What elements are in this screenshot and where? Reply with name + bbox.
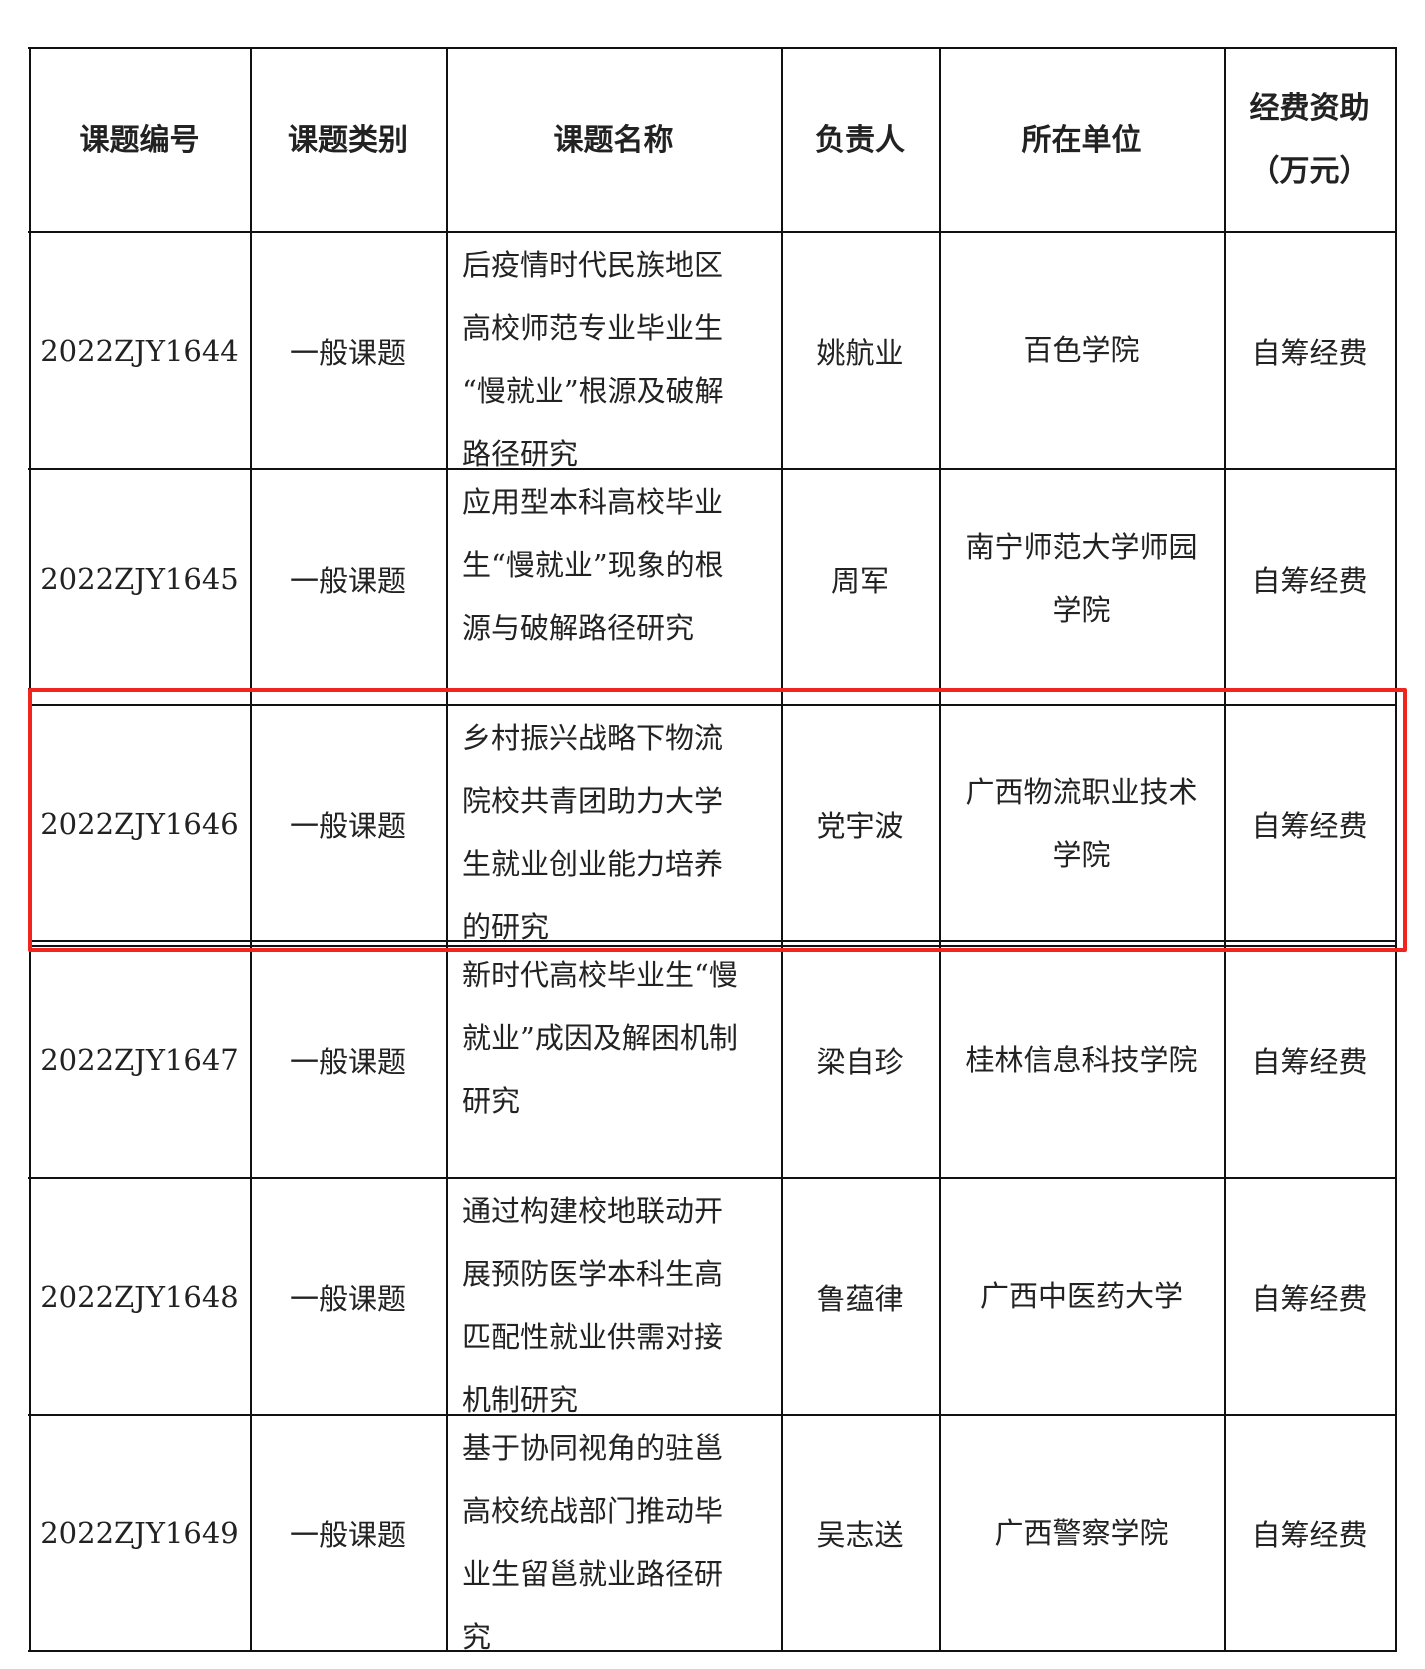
cell-category-text: 一般课题 [289,564,406,598]
cell-category-text: 一般课题 [289,335,406,370]
cell-funding: 自筹经费 [1224,232,1395,469]
row-divider [28,468,1396,470]
cell-project-id: 2022ZJY1645 [29,469,250,689]
cell-title: 新时代高校毕业生“慢 就业”成因及解困机制 研究 [462,958,738,1118]
cell-project-id-text: 2022ZJY1645 [40,562,239,596]
header-funding: 经费资助 （万元） [1224,48,1395,232]
cell-project-id-text: 2022ZJY1646 [40,806,239,841]
cell-unit-text: 广西警察学院 [994,1515,1169,1550]
cell-unit-text: 百色学院 [1023,333,1140,367]
cell-category: 一般课题 [250,1415,446,1651]
cell-title: 应用型本科高校毕业 生“慢就业”现象的根 源与破解路径研究 [462,485,724,645]
header-unit-text: 所在单位 [1021,122,1142,158]
cell-project-id: 2022ZJY1646 [29,705,250,942]
cell-leader-text: 周军 [830,564,889,598]
cell-project-id-text: 2022ZJY1648 [40,1279,239,1314]
header-title: 课题名称 [446,48,781,232]
cell-unit-text: 南宁师范大学师园 学院 [965,530,1198,627]
cell-category: 一般课题 [250,1178,446,1415]
row-divider [28,231,1396,233]
row-divider [28,940,1396,942]
cell-category-text: 一般课题 [289,1045,406,1079]
row-divider [28,1414,1396,1416]
cell-category-text: 一般课题 [289,1281,406,1316]
cell-project-id: 2022ZJY1649 [29,1415,250,1651]
cell-category-text: 一般课题 [289,1518,406,1552]
cell-category-text: 一般课题 [289,808,406,843]
header-leader-text: 负责人 [815,122,905,158]
row-divider [28,945,1396,947]
cell-title: 基于协同视角的驻邕 高校统战部门推动毕 业生留邕就业路径研 究 [462,1431,724,1654]
cell-leader-text: 姚航业 [816,335,904,370]
cell-category: 一般课题 [250,942,446,1178]
cell-title: 通过构建校地联动开 展预防医学本科生高 匹配性就业供需对接 机制研究 [462,1194,724,1417]
cell-title: 乡村振兴战略下物流 院校共青团助力大学 生就业创业能力培养 的研究 [462,721,724,944]
cell-unit-text: 广西中医药大学 [979,1279,1183,1313]
cell-category: 一般课题 [250,705,446,942]
cell-title: 后疫情时代民族地区 高校师范专业毕业生 “慢就业”根源及破解 路径研究 [462,248,724,471]
cell-funding: 自筹经费 [1224,942,1395,1178]
column-divider [250,47,252,1652]
cell-project-id-text: 2022ZJY1649 [40,1516,239,1550]
cell-project-id: 2022ZJY1648 [29,1178,250,1415]
cell-funding: 自筹经费 [1224,1415,1395,1651]
cell-category: 一般课题 [250,232,446,469]
cell-unit: 广西中医药大学 [939,1178,1224,1415]
column-divider [446,47,448,1652]
cell-funding-text: 自筹经费 [1251,335,1368,370]
header-category: 课题类别 [250,48,446,232]
cell-funding-text: 自筹经费 [1251,1045,1368,1079]
cell-leader: 党宇波 [781,705,939,942]
cell-unit-text: 桂林信息科技学院 [965,1042,1198,1077]
header-project-id-text: 课题编号 [79,122,200,158]
cell-category: 一般课题 [250,469,446,689]
cell-funding-text: 自筹经费 [1251,1281,1368,1316]
cell-unit: 南宁师范大学师园 学院 [939,469,1224,689]
cell-leader: 吴志送 [781,1415,939,1651]
cell-unit: 广西物流职业技术 学院 [939,705,1224,942]
header-category-text: 课题类别 [288,122,408,158]
cell-leader-text: 鲁蕴律 [816,1281,904,1316]
cell-leader-text: 吴志送 [816,1518,904,1552]
row-divider [28,1177,1396,1179]
cell-leader-text: 党宇波 [816,808,904,843]
header-leader: 负责人 [781,48,939,232]
cell-unit: 桂林信息科技学院 [939,942,1224,1178]
cell-funding: 自筹经费 [1224,469,1395,689]
cell-funding-text: 自筹经费 [1251,564,1368,598]
column-divider [781,47,783,1652]
header-funding-text: 经费资助 （万元） [1249,91,1370,189]
column-divider [1224,47,1226,1652]
row-divider [28,704,1396,706]
row-divider [28,47,1396,49]
cell-leader: 梁自珍 [781,942,939,1178]
cell-unit: 百色学院 [939,232,1224,469]
cell-leader: 鲁蕴律 [781,1178,939,1415]
header-unit: 所在单位 [939,48,1224,232]
cell-funding-text: 自筹经费 [1251,1518,1368,1552]
cell-leader: 姚航业 [781,232,939,469]
cell-funding: 自筹经费 [1224,1178,1395,1415]
cell-unit-text: 广西物流职业技术 学院 [965,774,1198,872]
cell-funding-text: 自筹经费 [1251,808,1368,843]
cell-unit: 广西警察学院 [939,1415,1224,1651]
cell-project-id-text: 2022ZJY1647 [40,1043,239,1077]
header-title-text: 课题名称 [553,122,674,158]
row-divider [28,1650,1396,1652]
cell-project-id: 2022ZJY1644 [29,232,250,469]
header-project-id: 课题编号 [29,48,250,232]
column-divider [939,47,941,1652]
cell-funding: 自筹经费 [1224,705,1395,942]
cell-leader-text: 梁自珍 [816,1045,904,1079]
highlight-box [28,688,1407,952]
column-divider [1395,47,1397,1652]
cell-project-id: 2022ZJY1647 [29,942,250,1178]
cell-leader: 周军 [781,469,939,689]
cell-project-id-text: 2022ZJY1644 [40,333,239,368]
